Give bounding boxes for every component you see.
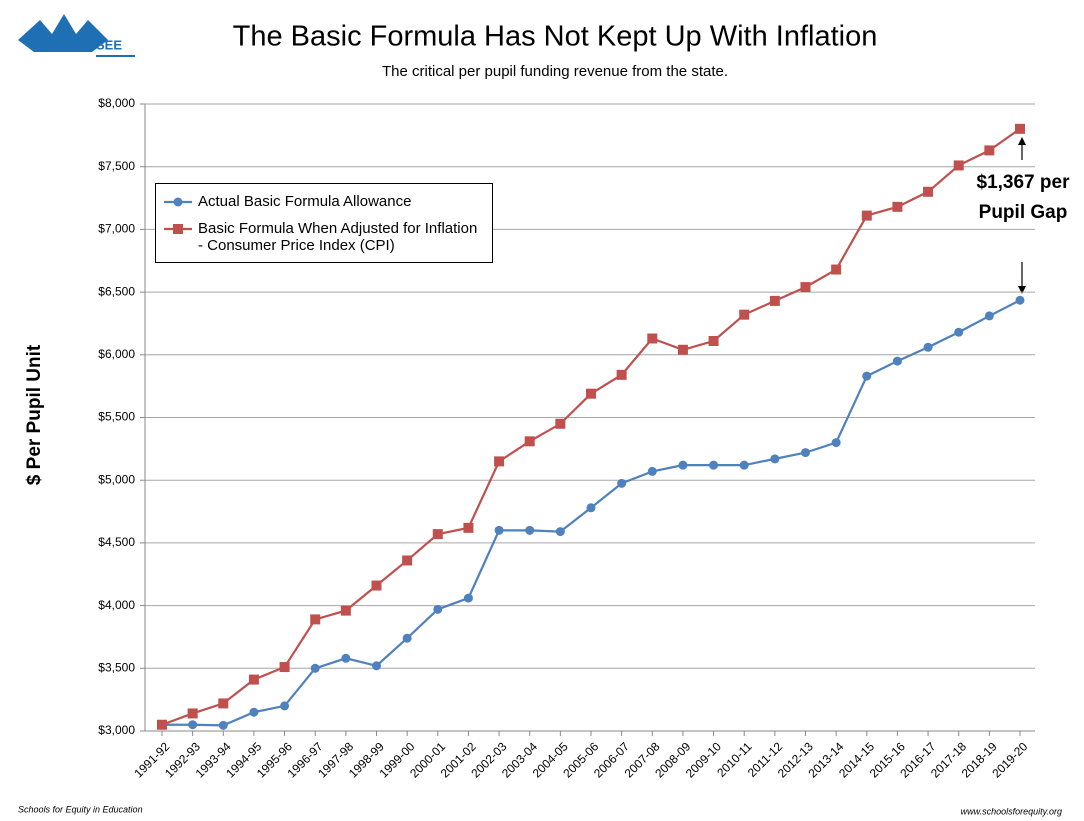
point	[953, 160, 964, 171]
point	[739, 309, 750, 320]
y-tick-label: $7,000	[98, 222, 135, 236]
point	[524, 436, 535, 447]
legend-marker	[173, 197, 183, 207]
point	[372, 661, 381, 671]
y-tick-label: $5,000	[98, 472, 135, 486]
y-tick-label: $8,000	[98, 96, 135, 110]
y-tick-label: $6,000	[98, 347, 135, 361]
series-line	[162, 299, 1021, 727]
y-axis-label: $ Per Pupil Unit	[24, 344, 45, 485]
point	[310, 614, 321, 625]
y-tick-label: $4,000	[98, 598, 135, 612]
point	[801, 448, 810, 458]
point	[1015, 123, 1025, 134]
point	[310, 663, 320, 673]
point	[463, 593, 473, 603]
point	[188, 720, 198, 730]
chart-subtitle: The critical per pupil funding revenue f…	[382, 63, 728, 80]
point	[769, 295, 780, 306]
y-tick-label: $7,500	[98, 159, 135, 173]
point	[433, 604, 443, 614]
point	[708, 336, 719, 347]
point	[647, 333, 658, 344]
legend-item: Actual Basic Formula Allowance	[164, 193, 484, 210]
point	[280, 701, 290, 711]
point	[555, 527, 565, 537]
point	[739, 460, 749, 470]
y-tick-label: $3,000	[98, 723, 135, 737]
point	[861, 210, 872, 221]
y-tick-label: $5,500	[98, 410, 135, 424]
legend: Actual Basic Formula Allowance Basic Form…	[155, 183, 493, 263]
point	[831, 438, 841, 448]
point	[340, 605, 351, 616]
point	[770, 454, 780, 464]
point	[525, 525, 535, 535]
point	[831, 264, 842, 275]
y-tick-label: $3,500	[98, 660, 135, 674]
point	[923, 186, 934, 197]
legend-item: Basic Formula When Adjusted for Inflatio…	[164, 220, 484, 254]
point	[371, 580, 382, 591]
point	[923, 342, 933, 352]
point	[800, 282, 811, 293]
point	[402, 555, 413, 566]
point	[463, 522, 474, 533]
point	[157, 719, 167, 730]
point	[586, 503, 596, 513]
point	[1015, 295, 1025, 305]
y-tick-label: $6,500	[98, 284, 135, 298]
legend-swatch	[164, 224, 192, 234]
legend-swatch	[164, 197, 192, 207]
point	[892, 201, 903, 212]
point	[984, 145, 995, 156]
point	[954, 327, 964, 337]
point	[586, 388, 596, 399]
legend-label: Basic Formula When Adjusted for Inflatio…	[198, 220, 478, 254]
point	[187, 708, 198, 719]
point	[218, 698, 229, 709]
point	[677, 344, 688, 355]
footer-left: Schools for Equity in Education	[18, 804, 143, 814]
logo	[18, 14, 135, 57]
point	[678, 460, 688, 470]
point	[862, 371, 872, 381]
footer-right: www.schoolsforequity.org	[961, 806, 1062, 816]
point	[555, 418, 566, 429]
gap-annotation: $1,367 per Pupil Gap	[976, 172, 1070, 223]
point	[617, 478, 627, 488]
point	[984, 311, 994, 321]
point	[248, 674, 259, 685]
point	[341, 653, 351, 663]
point	[616, 369, 627, 380]
legend-marker	[173, 224, 183, 234]
logo-text: SEE	[96, 37, 122, 52]
point	[709, 460, 719, 470]
point	[647, 466, 657, 476]
point	[249, 707, 259, 717]
point	[494, 456, 505, 467]
gap-arrows	[1018, 137, 1026, 294]
point	[494, 525, 504, 535]
point	[432, 529, 443, 540]
point	[279, 662, 290, 673]
point	[218, 720, 228, 730]
point	[892, 356, 902, 366]
y-tick-label: $4,500	[98, 535, 135, 549]
chart-title: The Basic Formula Has Not Kept Up With I…	[233, 21, 878, 53]
legend-label: Actual Basic Formula Allowance	[198, 193, 412, 210]
point	[402, 633, 412, 643]
